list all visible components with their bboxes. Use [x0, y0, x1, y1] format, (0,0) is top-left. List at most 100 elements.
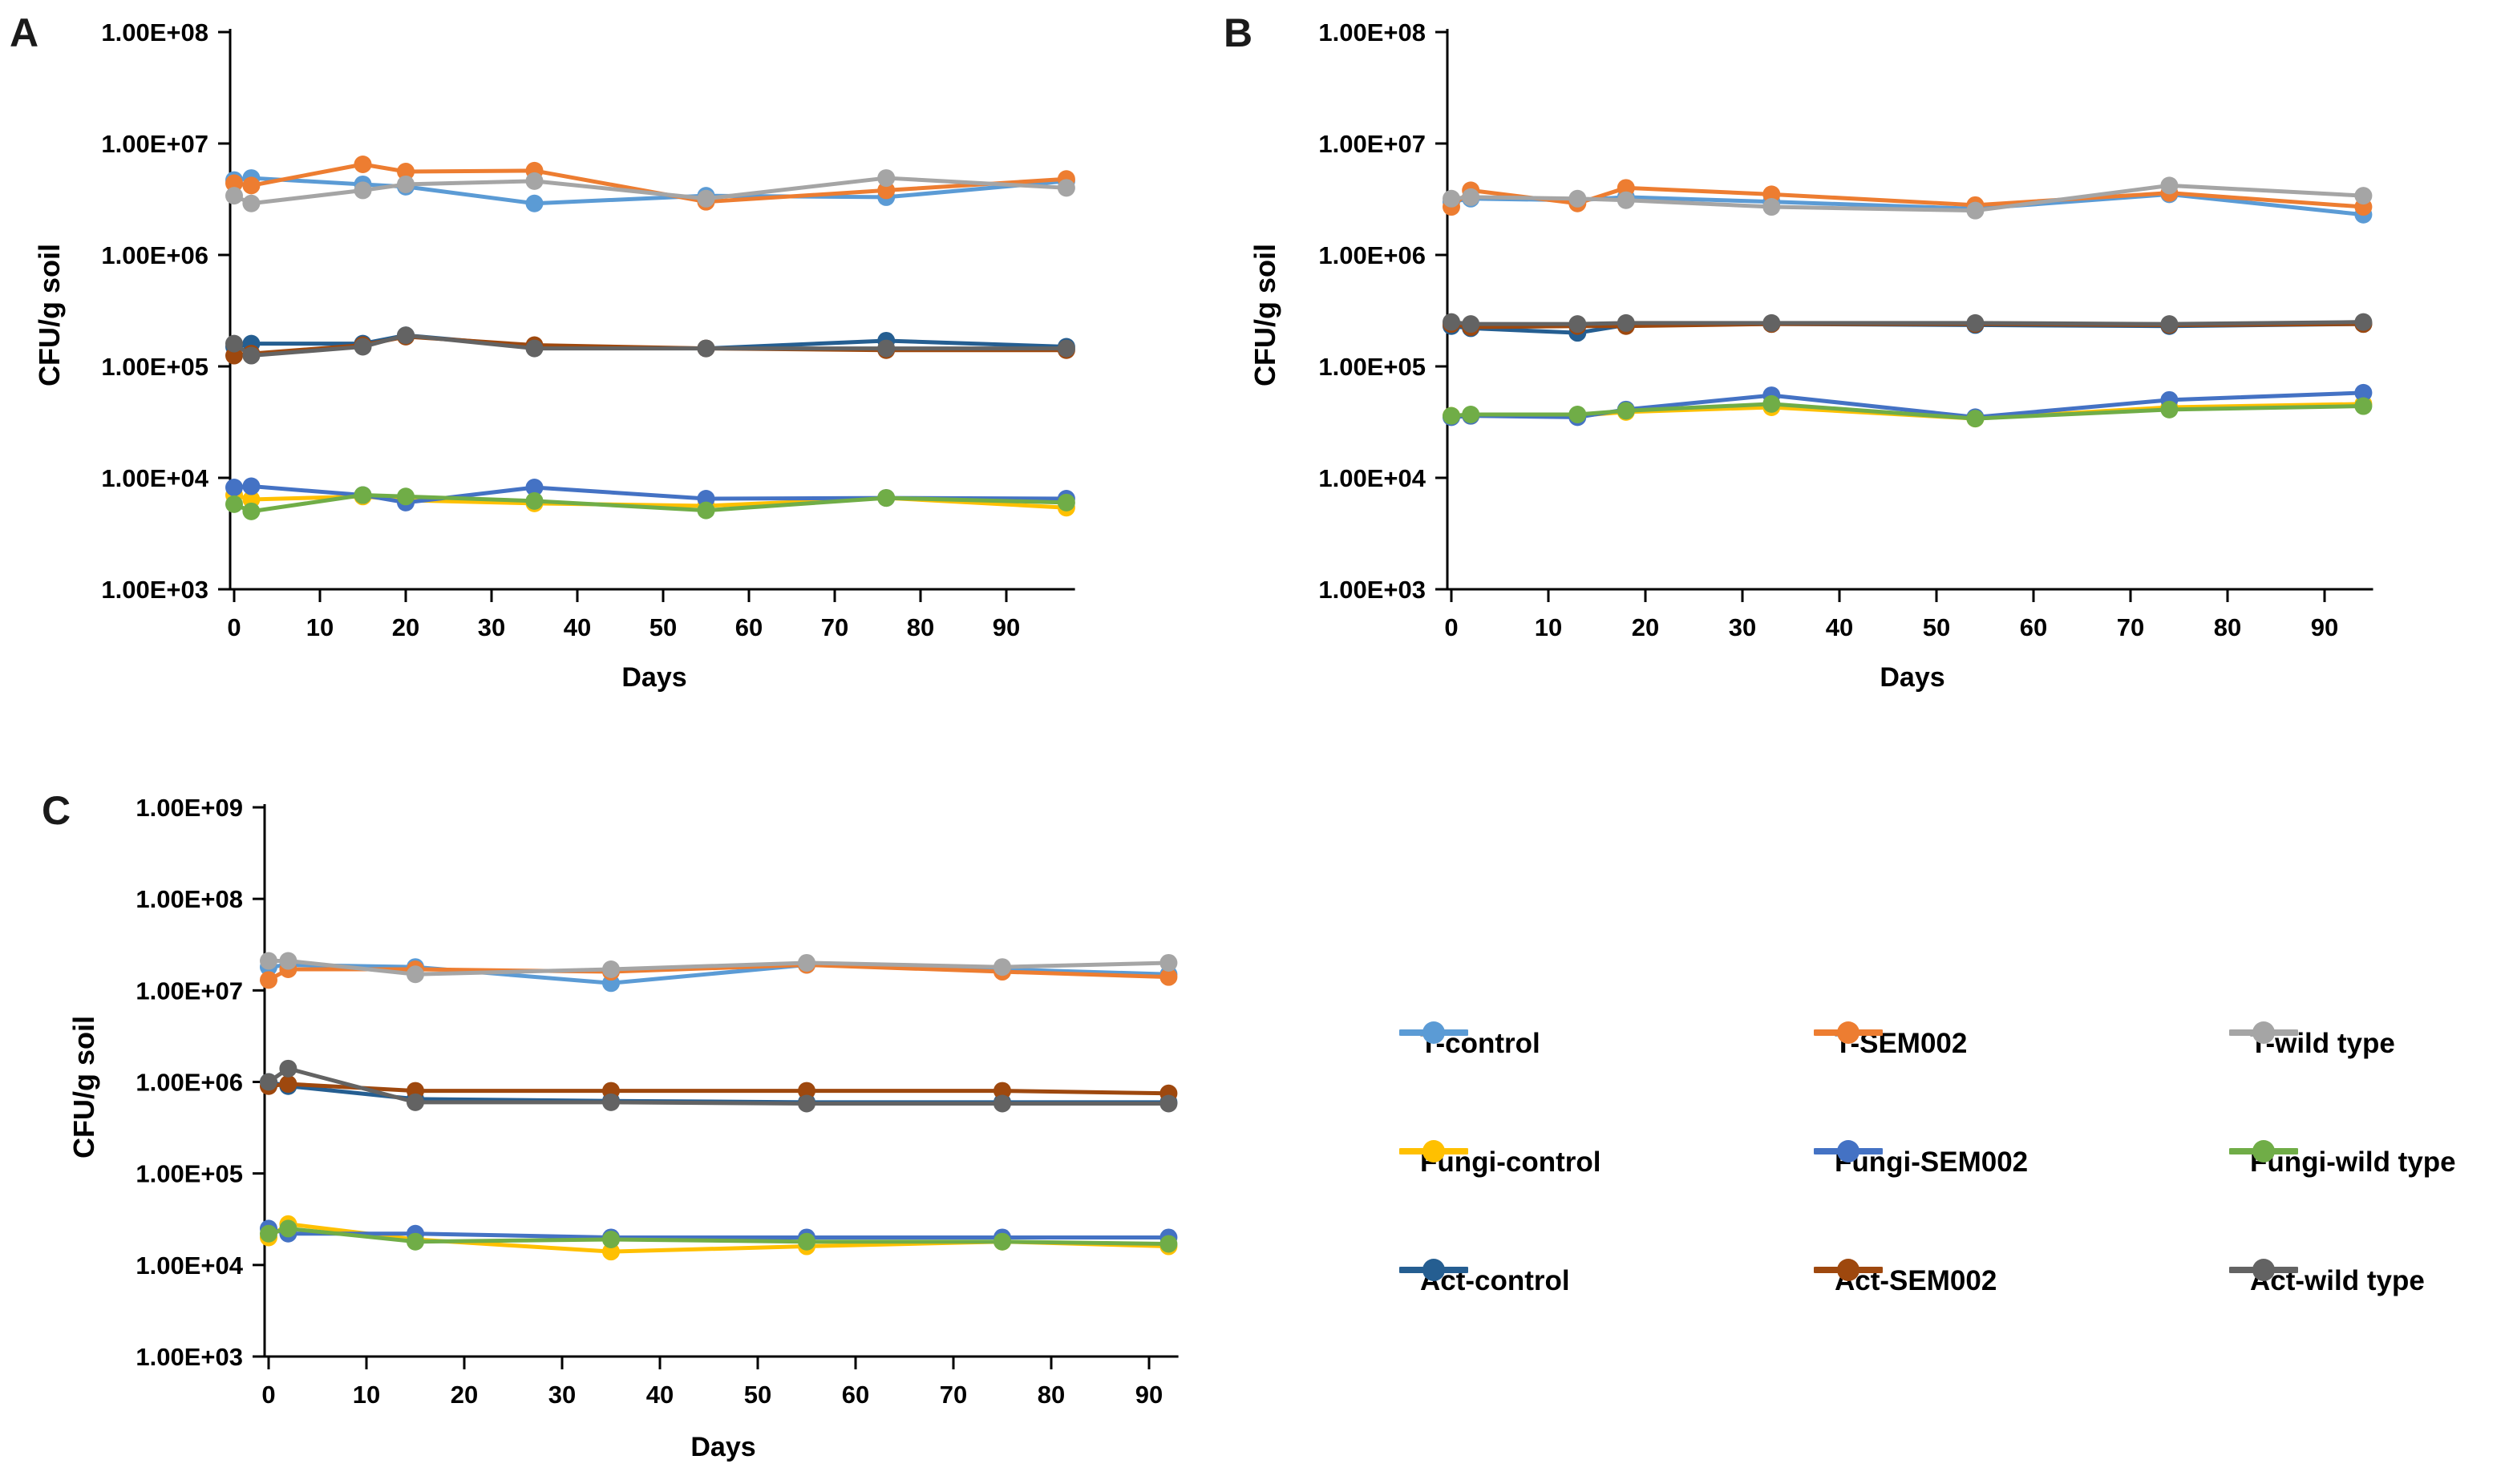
data-point-marker-T-wild type	[798, 953, 815, 972]
data-point-marker-T-wild type	[1568, 189, 1587, 208]
data-point-marker-Fungi-wild type	[407, 1232, 424, 1251]
data-point-marker-T-wild type	[1762, 198, 1781, 216]
x-tick-label: 80	[2214, 613, 2241, 641]
y-tick-label: 1.00E+05	[1318, 353, 1426, 381]
x-tick-label: 90	[993, 613, 1020, 641]
x-tick-label: 30	[478, 613, 505, 641]
data-point-marker-T-SEM002	[242, 176, 261, 195]
data-point-marker-Act-wild type	[1966, 313, 1985, 332]
data-point-marker-Act-SEM002	[279, 1075, 297, 1094]
series-line-Act-SEM002	[266, 1082, 1171, 1096]
data-point-marker-Act-wild type	[1762, 313, 1781, 332]
data-point-marker-Fungi-wild type	[1159, 1235, 1178, 1253]
data-point-marker-Fungi-wild type	[279, 1219, 297, 1238]
y-tick-label: 1.00E+06	[101, 241, 208, 269]
x-tick-label: 20	[451, 1381, 478, 1409]
data-point-marker-T-SEM002	[877, 181, 896, 200]
data-point-marker-Fungi-wild type	[1617, 402, 1635, 420]
series-line-T-SEM002	[232, 162, 1069, 204]
x-tick-label: 30	[548, 1381, 576, 1409]
series-line-Fungi-wild type	[232, 493, 1069, 514]
data-point-marker-T-wild type	[993, 958, 1011, 977]
y-tick-label: 1.00E+07	[136, 977, 243, 1005]
data-point-marker-Act-wild type	[697, 339, 715, 358]
data-point-marker-Act-wild type	[225, 334, 243, 353]
y-tick-label: 1.00E+03	[1318, 576, 1426, 604]
data-point-marker-T-SEM002	[397, 163, 415, 181]
y-tick-label: 1.00E+06	[136, 1069, 243, 1097]
panel-c-letter: C	[42, 788, 71, 833]
x-tick-label: 40	[1826, 613, 1853, 641]
data-point-marker-Fungi-control	[602, 1243, 620, 1261]
data-point-marker-T-wild type	[354, 181, 372, 200]
data-point-marker-T-wild type	[1462, 188, 1480, 206]
x-tick-label: 70	[940, 1381, 967, 1409]
x-tick-label: 0	[1444, 613, 1458, 641]
data-point-marker-T-wild type	[602, 960, 620, 979]
data-point-marker-Act-wild type	[1057, 339, 1075, 358]
data-point-marker-Fungi-wild type	[354, 486, 372, 504]
data-point-marker-Fungi-wild type	[1762, 394, 1781, 413]
panel-c-ylabel: CFU/g soil	[67, 1016, 100, 1158]
data-point-marker-Act-wild type	[525, 339, 544, 358]
data-point-marker-Act-SEM002	[993, 1082, 1011, 1100]
x-tick-label: 50	[1923, 613, 1950, 641]
x-tick-label: 50	[744, 1381, 771, 1409]
x-tick-label: 80	[1038, 1381, 1065, 1409]
data-point-marker-Fungi-wild type	[697, 501, 715, 520]
data-point-marker-Act-wild type	[397, 326, 415, 345]
data-point-marker-T-wild type	[260, 952, 277, 970]
series-line-Act-wild type	[1449, 320, 2365, 326]
y-tick-label: 1.00E+07	[101, 130, 208, 158]
y-tick-label: 1.00E+08	[136, 885, 243, 913]
y-tick-label: 1.00E+04	[136, 1251, 243, 1280]
data-point-marker-Act-wild type	[260, 1073, 277, 1091]
data-point-marker-Act-wild type	[993, 1094, 1011, 1113]
data-point-marker-T-SEM002	[1617, 179, 1635, 197]
y-tick-label: 1.00E+05	[136, 1160, 243, 1188]
x-tick-label: 0	[261, 1381, 275, 1409]
series-line-Act-wild type	[232, 333, 1069, 358]
y-tick-label: 1.00E+09	[136, 794, 243, 822]
data-point-marker-T-wild type	[1617, 191, 1635, 209]
data-point-marker-Act-wild type	[242, 346, 261, 365]
panel-a-xlabel: Days	[621, 662, 687, 693]
data-point-marker-T-wild type	[697, 189, 715, 208]
data-point-marker-Fungi-SEM002	[242, 477, 261, 495]
data-point-marker-Act-wild type	[2354, 313, 2373, 331]
data-point-marker-T-wild type	[225, 187, 243, 205]
data-point-marker-Fungi-wild type	[225, 495, 243, 513]
y-tick-label: 1.00E+04	[1318, 464, 1426, 492]
x-tick-label: 60	[735, 613, 763, 641]
data-point-marker-Fungi-SEM002	[225, 478, 243, 496]
data-point-marker-T-wild type	[397, 175, 415, 193]
data-point-marker-Fungi-wild type	[397, 487, 415, 506]
series-line-T-control	[232, 176, 1069, 206]
data-point-marker-Act-wild type	[1443, 313, 1460, 331]
series-line-T-SEM002	[1449, 185, 2365, 209]
x-tick-label: 60	[2020, 613, 2047, 641]
y-tick-label: 1.00E+04	[101, 464, 208, 492]
data-point-marker-Fungi-wild type	[1057, 493, 1075, 512]
data-point-marker-Act-wild type	[1617, 313, 1635, 332]
data-point-marker-Act-wild type	[602, 1093, 620, 1111]
data-point-marker-Act-wild type	[2160, 315, 2179, 334]
data-point-marker-Fungi-wild type	[877, 489, 896, 507]
y-tick-label: 1.00E+03	[101, 576, 208, 604]
x-tick-label: 30	[1729, 613, 1756, 641]
data-point-marker-Act-wild type	[877, 339, 896, 358]
y-tick-label: 1.00E+07	[1318, 130, 1426, 158]
y-tick-label: 1.00E+05	[101, 353, 208, 381]
panel-a-letter: A	[10, 10, 39, 55]
data-point-marker-Fungi-SEM002	[2354, 383, 2373, 402]
y-tick-label: 1.00E+08	[101, 18, 208, 47]
data-point-marker-Fungi-wild type	[1966, 410, 1985, 428]
data-point-marker-T-wild type	[1057, 179, 1075, 197]
data-point-marker-Act-wild type	[354, 338, 372, 356]
data-point-marker-Fungi-wild type	[993, 1232, 1011, 1251]
data-point-marker-Fungi-wild type	[602, 1231, 620, 1249]
x-tick-label: 40	[564, 613, 591, 641]
x-tick-label: 90	[2311, 613, 2338, 641]
